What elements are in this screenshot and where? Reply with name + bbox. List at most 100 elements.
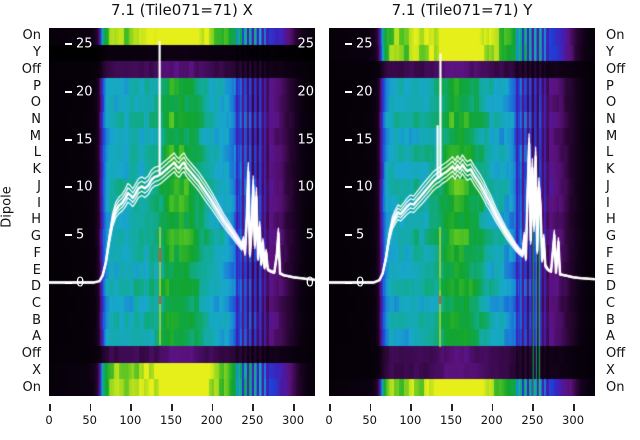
dipole-axis-label: Dipole [0, 186, 15, 228]
dipole-row-label: K [606, 162, 615, 178]
y-tick-label: 15 [297, 132, 314, 148]
dipole-row-label: I [37, 195, 41, 211]
y-tick-label: 25 [356, 36, 373, 52]
dipole-row-label: B [606, 312, 615, 328]
y-tick-dash [65, 234, 72, 237]
dipole-row-label: P [606, 78, 614, 94]
x-tick-mark [89, 404, 92, 411]
x-tick-label: 50 [362, 413, 377, 427]
spectrogram-panel-x [49, 28, 315, 396]
y-tick-label: 5 [356, 227, 365, 243]
dipole-row-label: Y [33, 45, 41, 61]
x-tick-mark [171, 404, 173, 411]
dipole-row-label: A [32, 329, 41, 345]
dipole-row-label: Off [21, 61, 41, 77]
y-tick-dash [345, 90, 352, 93]
dipole-row-label: Off [606, 61, 626, 77]
x-tick-label: 50 [82, 413, 97, 427]
dipole-row-label: O [30, 95, 41, 111]
x-tick-mark [130, 404, 132, 411]
dipole-row-label: On [22, 28, 41, 44]
dipole-row-label: N [606, 112, 616, 127]
y-tick-dash [65, 282, 72, 284]
dipole-row-label: On [606, 28, 625, 44]
dipole-row-label: G [606, 229, 617, 245]
x-tick-label: 250 [241, 413, 264, 427]
x-tick-label: 300 [282, 413, 305, 427]
y-tick-label: 10 [76, 179, 93, 195]
y-tick-dash [345, 234, 352, 237]
y-tick-label: 25 [297, 36, 314, 52]
dipole-row-label: Off [21, 346, 41, 362]
dipole-row-label: C [606, 296, 616, 311]
x-tick-label: 100 [399, 413, 422, 427]
y-tick-label: 15 [356, 132, 373, 148]
y-tick-label: 20 [297, 84, 314, 100]
y-tick-label: 5 [76, 227, 85, 243]
dipole-row-label: D [606, 279, 617, 295]
dipole-row-label: N [31, 112, 41, 127]
x-tick-mark [532, 404, 534, 411]
dipole-row-label: L [606, 145, 614, 161]
panel-title-y: 7.1 (Tile071=71) Y [391, 1, 533, 19]
y-tick-label: 0 [305, 275, 314, 291]
y-tick-label: 0 [356, 275, 365, 291]
dipole-row-label: J [606, 178, 610, 194]
y-tick-label: 10 [356, 179, 373, 195]
spectrogram-canvas-y [329, 28, 595, 396]
x-tick-label: 0 [325, 413, 333, 427]
x-tick-label: 250 [521, 413, 544, 427]
x-tick-mark [252, 404, 254, 411]
y-tick-dash [65, 138, 72, 141]
y-tick-label: 15 [76, 132, 93, 148]
dipole-row-label: C [31, 296, 41, 311]
dipole-row-label: Off [606, 346, 626, 362]
dipole-row-label: X [606, 362, 615, 378]
x-tick-mark [49, 404, 51, 411]
y-tick-label: 25 [76, 36, 93, 52]
x-tick-mark [293, 404, 295, 411]
dipole-row-label: X [32, 362, 41, 378]
dipole-row-label: G [30, 229, 41, 245]
x-tick-label: 150 [440, 413, 462, 427]
dipole-row-label: I [606, 195, 610, 211]
y-tick-dash [65, 43, 72, 45]
x-tick-mark [573, 404, 575, 411]
x-tick-label: 200 [480, 413, 503, 427]
y-tick-label: 20 [356, 84, 373, 100]
spectrogram-canvas-x [49, 28, 315, 396]
panel-title-x: 7.1 (Tile071=71) X [111, 1, 253, 19]
x-tick-mark [451, 404, 453, 411]
dipole-row-label: E [32, 262, 41, 278]
dipole-row-label: A [606, 329, 615, 345]
dipole-row-label: On [606, 379, 625, 395]
dipole-row-label: F [606, 245, 614, 261]
x-tick-label: 150 [160, 413, 182, 427]
dipole-row-label: J [37, 178, 41, 194]
dipole-row-label: M [29, 128, 41, 144]
dipole-row-label: H [606, 212, 616, 228]
dipole-row-label: F [33, 245, 41, 261]
x-tick-mark [410, 404, 412, 411]
x-tick-mark [211, 404, 214, 411]
dipole-row-label: E [606, 262, 615, 278]
y-tick-label: 20 [76, 84, 93, 100]
dipole-row-label: L [33, 145, 41, 161]
dipole-row-label: P [33, 78, 41, 94]
dipole-row-label: Y [606, 45, 614, 61]
y-tick-label: 10 [297, 179, 314, 195]
dipole-row-label: M [606, 128, 618, 144]
spectrogram-panel-y [329, 28, 595, 396]
dipole-row-label: K [32, 162, 41, 178]
y-tick-label: 0 [76, 275, 85, 291]
y-tick-dash [345, 282, 352, 284]
x-tick-label: 0 [45, 413, 53, 427]
x-tick-mark [369, 404, 372, 411]
y-tick-dash [65, 90, 72, 93]
x-tick-label: 200 [200, 413, 223, 427]
x-tick-label: 300 [562, 413, 585, 427]
y-tick-label: 5 [305, 227, 314, 243]
dipole-row-label: D [30, 279, 41, 295]
y-tick-dash [65, 186, 72, 189]
